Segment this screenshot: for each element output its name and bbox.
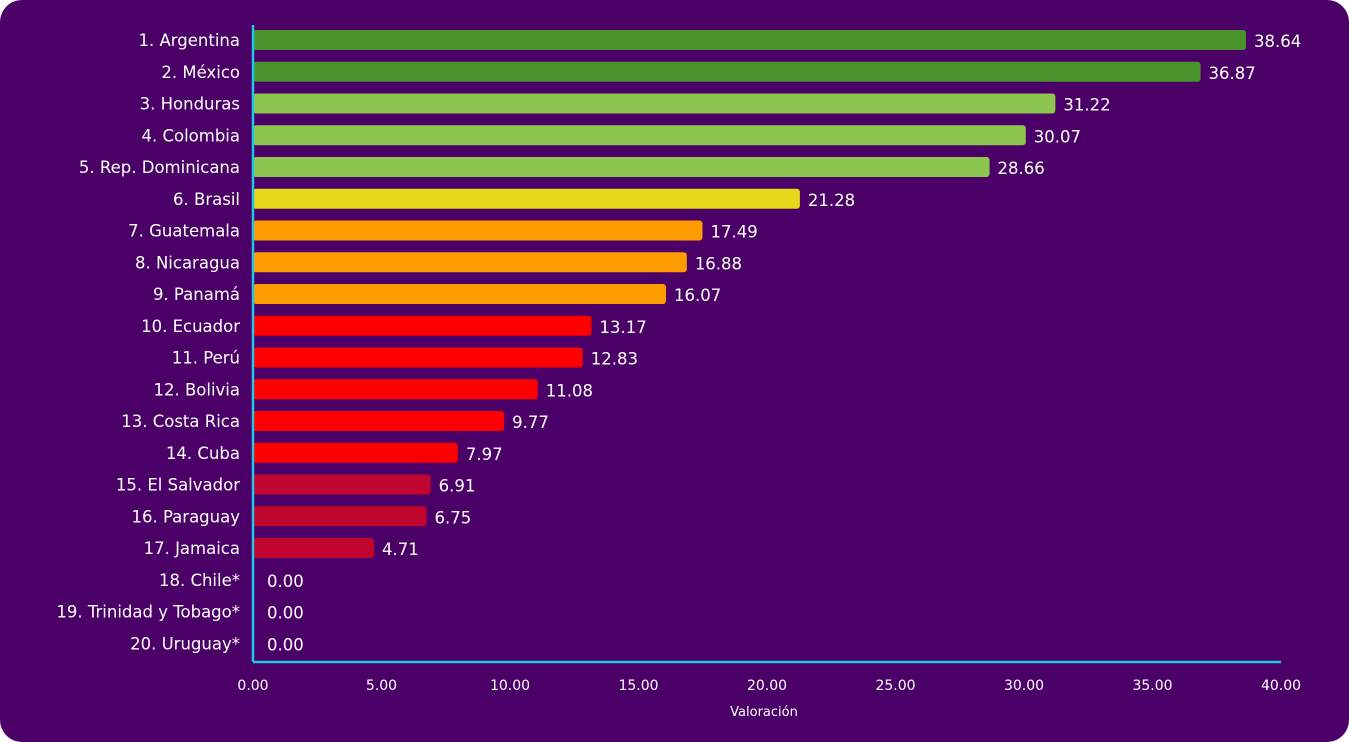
category-label: 20. Uruguay*	[130, 634, 240, 653]
bar	[253, 315, 592, 336]
bar	[253, 442, 458, 463]
bar	[253, 188, 800, 209]
category-label: 19. Trinidad y Tobago*	[56, 603, 240, 622]
data-label: 0.00	[267, 572, 304, 591]
data-label: 0.00	[267, 635, 304, 654]
data-label: 28.66	[998, 159, 1045, 178]
category-label: 13. Costa Rica	[121, 412, 240, 431]
x-tick-label: 15.00	[618, 678, 658, 694]
category-label: 10. Ecuador	[141, 317, 240, 336]
data-label: 31.22	[1063, 96, 1110, 115]
data-label: 38.64	[1254, 32, 1301, 51]
x-tick-label: 40.00	[1261, 678, 1301, 694]
bar	[253, 284, 666, 304]
category-label: 8. Nicaragua	[135, 253, 240, 272]
data-label: 30.07	[1034, 127, 1081, 146]
data-label: 4.71	[382, 540, 419, 559]
x-tick-label: 5.00	[366, 678, 397, 694]
category-label: 1. Argentina	[139, 31, 240, 50]
category-label: 17. Jamaica	[144, 539, 240, 558]
x-tick-label: 30.00	[1004, 678, 1044, 694]
data-label: 13.17	[599, 318, 646, 337]
data-label: 9.77	[512, 413, 549, 432]
data-label: 0.00	[267, 604, 304, 623]
bar	[253, 252, 687, 273]
data-label: 7.97	[466, 445, 503, 464]
data-label: 6.75	[434, 508, 471, 527]
bar	[253, 474, 431, 495]
bar	[253, 61, 1201, 82]
bar	[253, 30, 1247, 50]
bar	[253, 506, 427, 527]
x-tick-label: 20.00	[747, 678, 787, 694]
bar	[253, 125, 1026, 146]
x-tick-label: 10.00	[490, 678, 530, 694]
category-label: 18. Chile*	[159, 571, 240, 590]
category-label: 11. Perú	[172, 349, 240, 368]
data-label: 12.83	[591, 350, 638, 369]
category-label: 6. Brasil	[173, 190, 240, 209]
bar	[253, 411, 505, 431]
bar	[253, 93, 1056, 114]
bar	[253, 538, 375, 558]
bar	[253, 157, 990, 177]
x-tick-label: 0.00	[237, 678, 268, 694]
category-label: 2. México	[161, 63, 240, 82]
category-label: 9. Panamá	[153, 285, 240, 304]
category-label: 15. El Salvador	[116, 476, 240, 495]
bar	[253, 347, 583, 368]
data-label: 36.87	[1209, 64, 1256, 83]
category-label: 7. Guatemala	[128, 222, 240, 241]
x-tick-label: 35.00	[1132, 678, 1172, 694]
x-axis-title: Valoración	[730, 705, 798, 720]
category-label: 12. Bolivia	[153, 380, 240, 399]
data-label: 16.88	[695, 254, 742, 273]
data-label: 17.49	[710, 223, 757, 242]
data-label: 11.08	[546, 381, 593, 400]
bar	[253, 379, 538, 400]
category-label: 14. Cuba	[166, 444, 240, 463]
category-label: 16. Paraguay	[131, 507, 240, 526]
data-label: 21.28	[808, 191, 855, 210]
category-label: 4. Colombia	[141, 126, 240, 145]
x-tick-label: 25.00	[875, 678, 915, 694]
category-label: 5. Rep. Dominicana	[79, 158, 240, 177]
bar	[253, 220, 703, 241]
data-label: 6.91	[439, 477, 476, 496]
data-label: 16.07	[674, 286, 721, 305]
category-label: 3. Honduras	[140, 95, 240, 114]
